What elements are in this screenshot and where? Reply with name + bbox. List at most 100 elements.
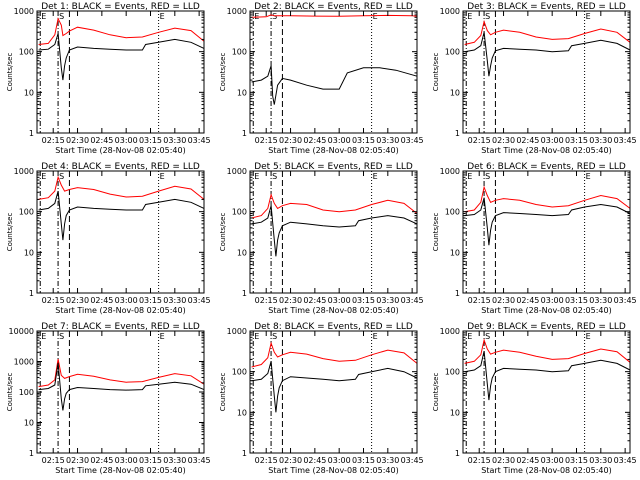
panel-title: Det 5: BLACK = Events, RED = LLD [254,162,413,172]
y-tick-label: 1 [29,289,34,298]
x-tick-label: 03:00 [541,296,564,305]
x-tick-label: 03:00 [115,296,138,305]
x-axis-label: Start Time (28-Nov-08 02:05:40) [55,466,185,475]
x-tick-label: 02:15 [255,456,278,465]
region-marker-label: E [254,172,259,181]
x-tick-label: 02:15 [468,136,491,145]
region-marker-label: E [254,332,259,341]
region-marker-label: S [485,12,490,21]
y-tick-label: 1 [242,449,247,458]
x-tick-label: 02:45 [90,136,113,145]
x-tick-label: 03:15 [139,136,162,145]
x-axis-label: Start Time (28-Nov-08 02:05:40) [481,306,611,315]
x-tick-label: 03:45 [188,456,211,465]
x-tick-label: 02:15 [468,296,491,305]
x-tick-label: 03:30 [163,296,186,305]
lld-series-line [38,359,205,388]
lld-series-line [464,19,631,45]
y-tick-label: 1000 [440,327,460,336]
x-tick-label: 03:45 [614,296,637,305]
y-tick-label: 100 [445,368,460,377]
region-marker-label: E [41,12,46,21]
y-tick-label: 1000 [14,7,34,16]
events-series-line [251,361,418,413]
region-marker-label: S [485,172,490,181]
x-tick-label: 03:00 [115,136,138,145]
y-tick-label: 100 [19,208,34,217]
y-tick-label: 1000 [227,327,247,336]
y-tick-label: 1000 [440,167,460,176]
y-tick-label: 1 [455,449,460,458]
y-axis-label: Counts/sec [6,373,14,412]
x-axis-label: Start Time (28-Nov-08 02:05:40) [481,146,611,155]
x-tick-label: 02:15 [255,296,278,305]
lld-series-line [251,341,418,368]
x-tick-label: 02:15 [42,136,65,145]
x-axis-label: Start Time (28-Nov-08 02:05:40) [481,466,611,475]
x-tick-label: 03:15 [565,136,588,145]
x-axis-label: Start Time (28-Nov-08 02:05:40) [55,146,185,155]
lld-series-line [464,185,631,213]
region-marker-label: E [467,172,472,181]
x-axis-label: Start Time (28-Nov-08 02:05:40) [268,146,398,155]
events-series-line [38,362,205,411]
panel-title: Det 2: BLACK = Events, RED = LLD [254,2,413,12]
plot-frame [249,170,418,294]
y-tick-label: 1000 [14,167,34,176]
region-marker-label: S [272,12,277,21]
plot-frame [249,10,418,134]
plot-frame [462,330,631,454]
y-axis-label: Counts/sec [219,53,227,92]
region-marker-label: E [41,332,46,341]
x-tick-label: 03:15 [352,296,375,305]
lld-series-line [251,14,418,18]
x-tick-label: 02:45 [303,296,326,305]
y-axis-label: Counts/sec [219,373,227,412]
y-tick-label: 1000 [14,358,34,367]
x-tick-label: 03:00 [541,456,564,465]
y-tick-label: 1 [29,129,34,138]
region-marker-label: E [160,172,165,181]
x-tick-label: 02:45 [516,136,539,145]
y-axis-label: Counts/sec [219,213,227,252]
region-marker-label: E [41,172,46,181]
plot-frame [36,170,205,294]
x-tick-label: 03:45 [188,136,211,145]
x-tick-label: 02:15 [42,296,65,305]
x-tick-label: 03:30 [589,136,612,145]
y-tick-label: 100 [232,368,247,377]
x-tick-label: 02:30 [492,456,515,465]
x-tick-label: 02:45 [90,456,113,465]
region-marker-label: E [586,332,591,341]
x-axis-label: Start Time (28-Nov-08 02:05:40) [268,466,398,475]
x-tick-label: 02:45 [90,296,113,305]
panel-title: Det 1: BLACK = Events, RED = LLD [41,2,200,12]
x-tick-label: 03:15 [139,296,162,305]
x-axis-label: Start Time (28-Nov-08 02:05:40) [55,306,185,315]
x-tick-label: 03:30 [589,296,612,305]
region-marker-label: E [373,12,378,21]
events-series-line [38,33,205,81]
region-marker-label: S [272,332,277,341]
lld-series-line [464,338,631,364]
region-marker-label: E [373,172,378,181]
x-tick-label: 03:15 [352,456,375,465]
plot-frame [249,330,418,454]
x-tick-label: 02:30 [492,296,515,305]
y-tick-label: 1 [29,449,34,458]
region-marker-label: S [59,172,64,181]
lld-series-line [38,17,205,45]
region-marker-label: S [59,332,64,341]
region-marker-label: E [467,12,472,21]
panel-title: Det 6: BLACK = Events, RED = LLD [467,162,626,172]
x-tick-label: 03:30 [163,456,186,465]
x-tick-label: 02:45 [516,456,539,465]
events-series-line [251,65,418,105]
region-marker-label: E [160,12,165,21]
x-tick-label: 03:45 [614,456,637,465]
